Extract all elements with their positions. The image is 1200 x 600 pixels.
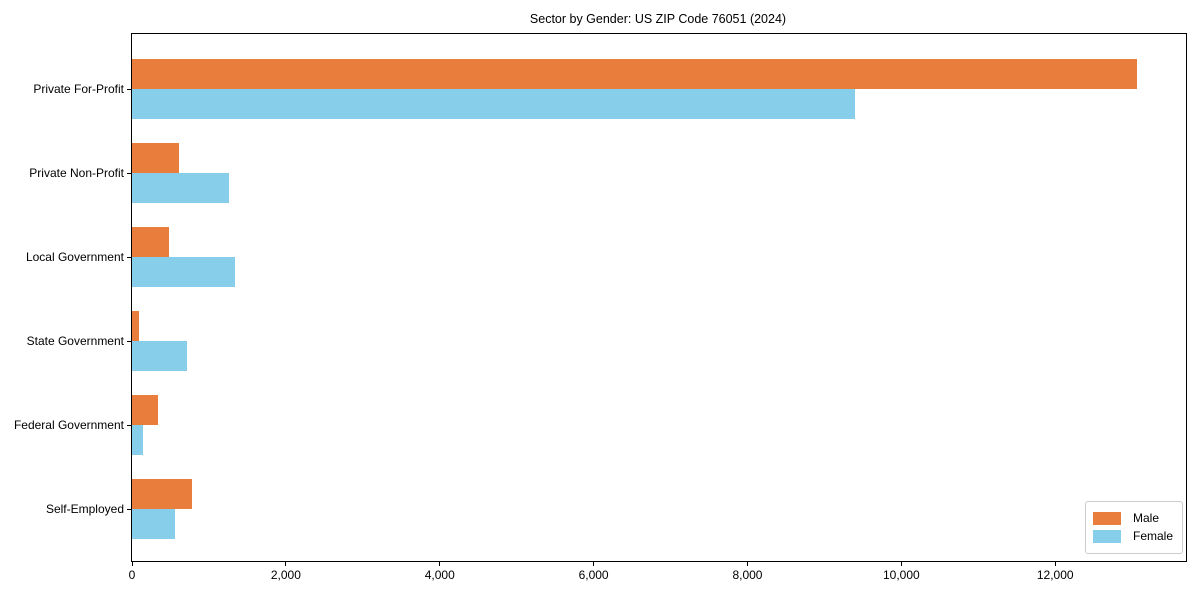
legend-item-female: Female bbox=[1092, 529, 1173, 544]
x-tick-mark bbox=[900, 561, 902, 566]
y-tick-label: Self-Employed bbox=[45, 502, 124, 516]
bar-male-5 bbox=[132, 479, 192, 509]
legend-label-male: Male bbox=[1132, 511, 1159, 525]
plot-area: Male Female Private For-Profit Private Non… bbox=[14, 33, 1187, 582]
chart-title: Sector by Gender: US ZIP Code 76051 (202… bbox=[529, 12, 787, 26]
x-tick-mark bbox=[285, 561, 287, 566]
y-tick-label: Federal Government bbox=[13, 418, 124, 432]
bar-male-3 bbox=[132, 311, 139, 341]
bar-female-1 bbox=[132, 173, 229, 203]
x-tick-label: 6,000 bbox=[578, 568, 609, 582]
x-tick-mark bbox=[746, 561, 748, 566]
bar-female-0 bbox=[132, 89, 855, 119]
y-tick-label: State Government bbox=[26, 334, 124, 348]
x-tick-label: 2,000 bbox=[270, 568, 301, 582]
bar-male-1 bbox=[132, 143, 179, 173]
legend-swatch-male bbox=[1092, 512, 1121, 525]
legend: Male Female bbox=[1084, 501, 1183, 554]
bar-male-0 bbox=[132, 59, 1137, 89]
bar-male-4 bbox=[132, 395, 158, 425]
x-tick-mark bbox=[593, 561, 595, 566]
y-tick-mark bbox=[127, 257, 132, 258]
y-tick-label: Private Non-Profit bbox=[29, 166, 124, 180]
x-tick-label: 8,000 bbox=[732, 568, 763, 582]
y-tick-mark bbox=[127, 89, 132, 90]
y-tick-mark bbox=[127, 425, 132, 426]
x-tick-label: 10,000 bbox=[882, 568, 920, 582]
x-tick-label: 12,000 bbox=[1036, 568, 1074, 582]
y-tick-label: Local Government bbox=[25, 250, 124, 264]
x-tick-label: 4,000 bbox=[424, 568, 455, 582]
y-tick-mark bbox=[127, 509, 132, 510]
y-tick-label: Private For-Profit bbox=[33, 82, 124, 96]
bar-female-5 bbox=[132, 509, 175, 539]
bar-female-3 bbox=[132, 341, 187, 371]
y-tick-mark bbox=[127, 173, 132, 174]
bar-male-2 bbox=[132, 227, 169, 257]
x-tick-mark bbox=[131, 561, 133, 566]
y-tick-mark bbox=[127, 341, 132, 342]
bar-female-4 bbox=[132, 425, 143, 455]
legend-item-male: Male bbox=[1092, 511, 1173, 526]
legend-label-female: Female bbox=[1132, 529, 1173, 543]
legend-swatch-female bbox=[1092, 530, 1121, 543]
x-tick-mark bbox=[1054, 561, 1056, 566]
x-tick-label: 0 bbox=[128, 568, 136, 582]
bar-female-2 bbox=[132, 257, 235, 287]
x-tick-mark bbox=[439, 561, 441, 566]
